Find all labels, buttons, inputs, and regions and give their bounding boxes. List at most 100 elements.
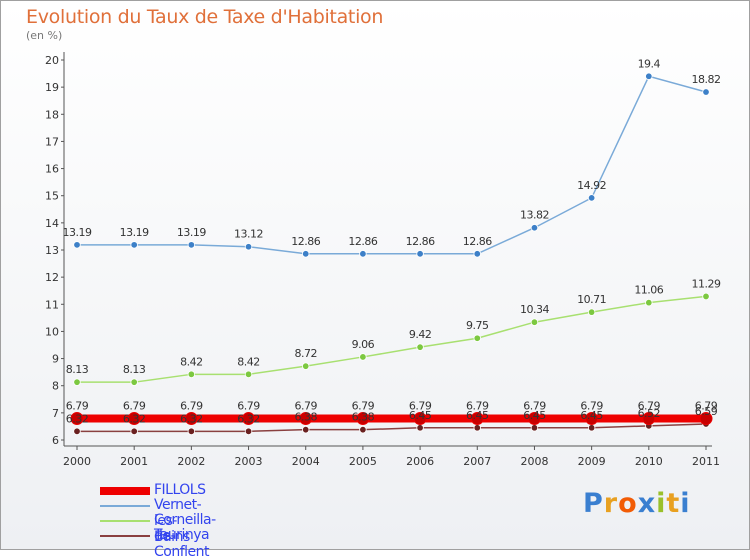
y-tick-label: 9 [52,353,59,366]
data-point [359,425,367,434]
y-tick-label: 11 [45,298,59,311]
x-tick-label: 2006 [406,455,434,468]
data-label: 6.32 [66,412,89,425]
chart-title: Evolution du Taux de Taxe d'Habitation [26,6,384,28]
x-tick-label: 2011 [692,455,720,468]
data-label: 6.79 [409,400,432,413]
data-label: 6.45 [466,409,489,422]
chart-subtitle: (en %) [26,29,63,42]
data-label: 6.79 [123,400,146,413]
series-line [77,75,707,255]
data-label: 6.52 [638,407,661,420]
data-point [587,308,596,316]
y-tick-label: 18 [45,108,59,121]
data-point-fillols [642,412,656,426]
y-tick-label: 7 [52,407,59,420]
data-label: 6.45 [409,409,432,422]
data-point-fillols [242,412,256,426]
logo-letter: o [618,488,638,519]
data-point [302,362,310,370]
data-label: 6.38 [352,411,375,424]
legend-swatch [100,505,150,507]
data-label: 6.45 [523,409,546,422]
x-tick-label: 2009 [578,455,606,468]
legend-swatch [100,520,150,522]
x-tick-label: 2000 [63,455,91,468]
data-label: 9.75 [466,319,489,332]
data-label: 8.72 [294,347,317,360]
data-point [359,353,367,361]
data-point-fillols [527,412,541,426]
logo-letter: i [656,488,667,519]
y-tick-label: 15 [45,190,59,203]
data-label: 6.79 [237,400,260,413]
data-point-fillols [413,412,427,426]
data-label: 6.38 [294,411,317,424]
logo-letter: i [680,488,691,519]
data-point-fillols [356,412,370,426]
y-tick-label: 8 [52,380,59,393]
data-point [587,194,596,202]
data-label: 12.86 [463,235,492,248]
data-point [473,424,481,432]
data-label: 6.32 [180,412,203,425]
logo-letter: r [603,488,619,519]
data-point [587,424,596,432]
y-tick-label: 14 [45,217,59,230]
data-point [73,241,81,249]
data-label: 6.79 [580,400,603,413]
data-point [530,224,539,232]
y-tick-label: 6 [52,434,59,447]
data-point-fillols [299,412,313,426]
data-point-fillols [70,412,84,426]
data-label: 10.34 [520,303,549,316]
data-label: 6.45 [580,409,603,422]
data-point [187,370,196,379]
data-point [73,427,81,436]
data-label: 6.79 [180,400,203,413]
data-point [302,425,310,434]
proxiti-logo: Proxiti [583,488,691,519]
data-point [359,250,367,258]
y-tick-label: 10 [45,325,59,338]
data-label: 9.42 [409,328,432,341]
y-tick-label: 16 [45,163,59,176]
data-label: 14.92 [577,179,606,192]
data-label: 13.82 [520,209,549,222]
legend-label: FILLOLS [154,482,206,498]
data-point [244,243,253,251]
data-label: 6.32 [123,412,146,425]
legend-label: Vernet-les-Bains [154,497,202,545]
data-point [244,370,253,379]
data-point [130,241,138,249]
y-tick-label: 20 [45,54,59,67]
data-label: 6.79 [523,400,546,413]
data-point [702,292,710,301]
data-point [244,427,253,436]
data-point [702,88,710,96]
y-tick-label: 17 [45,135,59,148]
data-label: 11.29 [692,277,721,290]
data-label: 10.71 [577,293,606,306]
data-point [130,427,138,436]
data-point [130,378,138,386]
data-point [645,72,653,80]
data-label: 13.12 [234,228,263,241]
y-tick-label: 19 [45,81,59,94]
data-point [416,343,424,351]
legend-label: Taurinya [154,527,210,543]
data-point [416,250,424,258]
x-tick-label: 2008 [520,455,548,468]
data-point [416,424,424,432]
data-label: 6.79 [695,400,718,413]
data-label: 13.19 [120,226,149,239]
x-tick-label: 2003 [235,455,263,468]
data-point-fillols [699,412,713,426]
data-label: 8.42 [180,355,203,368]
series-line [77,423,707,433]
data-point-fillols [184,412,198,426]
data-point [187,427,196,436]
data-point-fillols [127,412,141,426]
